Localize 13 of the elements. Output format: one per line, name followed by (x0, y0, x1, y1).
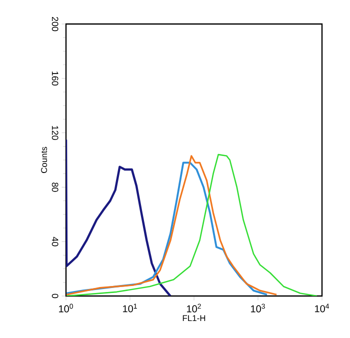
x-tick-label: 10$^{3}$ (251, 304, 265, 312)
y-tick-label: 200 (52, 16, 58, 32)
y-axis-title: Counts (41, 146, 48, 173)
x-tick-label: 10$^{1}$ (123, 304, 137, 312)
y-tick-label: 80 (52, 182, 58, 192)
y-tick-label: 120 (52, 126, 58, 140)
x-tick-label: 10$^{2}$ (187, 304, 201, 312)
y-tick-label: 160 (52, 72, 58, 86)
x-tick-label: 10$^{4}$ (315, 304, 330, 312)
y-tick-label: 0 (52, 294, 58, 298)
y-tick-label: 40 (52, 236, 58, 246)
x-tick-label: 10$^{0}$ (59, 304, 73, 312)
x-axis-title: FL1-H (182, 315, 206, 322)
